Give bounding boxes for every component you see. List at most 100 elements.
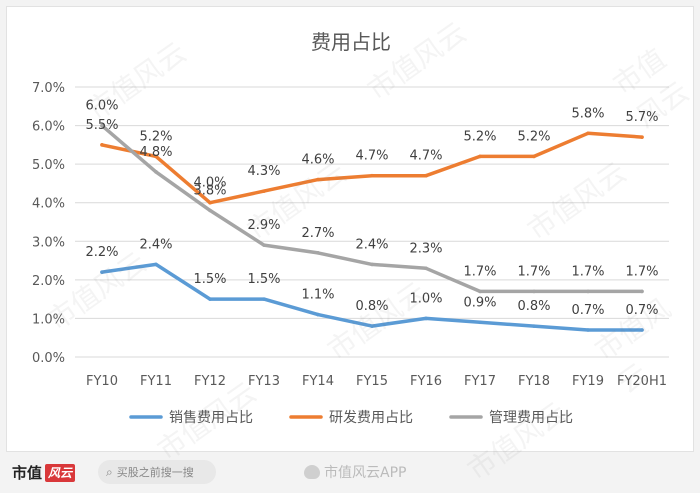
y-tick-label: 2.0% xyxy=(32,274,65,289)
data-point xyxy=(370,324,374,328)
data-label: 5.2% xyxy=(139,129,172,144)
data-point xyxy=(208,200,212,205)
data-label: 1.5% xyxy=(247,272,280,287)
search-placeholder: 买股之前搜一搜 xyxy=(116,466,194,479)
data-point xyxy=(262,189,266,193)
y-tick-label: 6.0% xyxy=(32,120,65,135)
data-label: 4.8% xyxy=(139,145,172,160)
brand-logo[interactable]: 市值 风云 xyxy=(12,462,76,483)
weibo-credit: 市值风云APP xyxy=(304,462,406,482)
data-point xyxy=(478,154,482,159)
y-tick-label: 3.0% xyxy=(32,235,65,250)
data-point xyxy=(586,131,590,136)
weibo-credit-text: 市值风云APP xyxy=(324,465,407,481)
data-label: 1.7% xyxy=(571,264,604,279)
y-tick-label: 1.0% xyxy=(32,312,65,327)
x-tick-label: FY19 xyxy=(572,374,604,389)
brand-name: 市值 xyxy=(12,464,43,482)
data-label: 2.3% xyxy=(409,241,442,256)
axis-layer: 0.0% 1.0% 2.0% 3.0% 4.0% 5.0% 6.0% 7.0% FY10 FY11… xyxy=(32,81,667,389)
data-label: 5.8% xyxy=(571,106,604,121)
data-label: 4.0% xyxy=(193,176,226,191)
data-point xyxy=(478,320,482,325)
data-point xyxy=(640,289,644,294)
x-tick-label: FY16 xyxy=(410,374,442,389)
x-tick-label: FY15 xyxy=(356,374,388,389)
chart-card: 费用占比 0.0% 1.0% 2.0% 3.0% 4.0% 5.0% 6.0% 7.0% FY1… xyxy=(6,6,694,452)
data-point xyxy=(424,316,428,321)
x-tick-label: FY11 xyxy=(140,374,172,389)
x-tick-label: FY17 xyxy=(464,374,496,389)
data-label: 1.7% xyxy=(517,264,550,279)
y-tick-label: 4.0% xyxy=(32,197,65,212)
data-point xyxy=(100,270,104,274)
data-point xyxy=(532,289,536,294)
data-label: 1.7% xyxy=(463,264,496,279)
legend-label: 管理费用占比 xyxy=(489,410,573,426)
data-label: 0.7% xyxy=(625,303,658,318)
data-point xyxy=(640,328,644,332)
chart-title: 费用占比 xyxy=(311,30,391,54)
data-label: 2.7% xyxy=(301,226,334,241)
data-label: 5.7% xyxy=(625,110,658,125)
data-label: 0.9% xyxy=(463,295,496,310)
footer-bar: 市值 风云 ⌕ 买股之前搜一搜 市值风云APP xyxy=(0,452,700,493)
chart-svg: 费用占比 0.0% 1.0% 2.0% 3.0% 4.0% 5.0% 6.0% 7.0% FY1… xyxy=(32,30,669,426)
x-tick-label: FY12 xyxy=(194,374,226,389)
data-label: 4.7% xyxy=(409,149,442,164)
data-point xyxy=(262,297,266,301)
data-point xyxy=(586,328,590,332)
data-label: 6.0% xyxy=(85,99,118,114)
x-tick-label: FY14 xyxy=(302,374,334,389)
data-point xyxy=(424,266,428,271)
data-label: 4.3% xyxy=(247,164,280,179)
x-tick-label: FY18 xyxy=(518,374,550,389)
y-tick-label: 0.0% xyxy=(32,351,65,366)
data-point xyxy=(154,262,158,267)
data-label: 0.7% xyxy=(571,303,604,318)
data-point xyxy=(370,262,374,267)
data-point xyxy=(316,251,320,255)
data-point xyxy=(532,154,536,159)
data-label: 2.9% xyxy=(247,218,280,233)
data-label: 3.8% xyxy=(193,183,226,198)
y-tick-label: 5.0% xyxy=(32,158,65,173)
data-label: 0.8% xyxy=(517,299,550,314)
data-label: 1.7% xyxy=(625,264,658,279)
search-icon: ⌕ xyxy=(106,464,113,479)
data-point xyxy=(424,173,428,178)
data-label: 2.4% xyxy=(355,237,388,252)
data-label: 2.4% xyxy=(139,237,172,252)
data-point xyxy=(100,123,104,128)
data-point xyxy=(100,143,104,147)
data-point xyxy=(640,135,644,139)
series-line xyxy=(100,262,644,332)
search-input[interactable]: ⌕ 买股之前搜一搜 xyxy=(98,460,216,484)
data-point xyxy=(208,297,212,301)
data-label: 1.1% xyxy=(301,288,334,303)
data-point xyxy=(316,177,320,182)
grid-layer xyxy=(75,86,669,358)
data-point xyxy=(154,154,158,159)
data-point xyxy=(208,208,212,213)
data-label: 4.7% xyxy=(355,149,388,164)
data-point xyxy=(154,170,158,174)
data-point xyxy=(586,289,590,294)
series-layer xyxy=(100,123,644,332)
legend-label: 研发费用占比 xyxy=(329,410,413,426)
data-point xyxy=(370,173,374,178)
data-label: 5.2% xyxy=(517,129,550,144)
weibo-icon xyxy=(304,465,320,479)
data-label: 5.5% xyxy=(85,118,118,133)
data-label: 5.2% xyxy=(463,129,496,144)
label-layer: 2.2% 2.4% 1.5% 1.5% 1.1% 0.8% 1.0% 0.9% 0.8% 0.7%… xyxy=(85,99,658,318)
data-point xyxy=(532,324,536,328)
data-point xyxy=(262,243,266,247)
data-label: 4.6% xyxy=(301,153,334,168)
data-label: 1.5% xyxy=(193,272,226,287)
data-label: 2.2% xyxy=(85,245,118,260)
legend: 销售费用占比 研发费用占比 管理费用占比 xyxy=(129,410,573,426)
data-point xyxy=(316,312,320,317)
x-tick-label: FY10 xyxy=(86,374,118,389)
brand-seal: 风云 xyxy=(45,463,76,482)
